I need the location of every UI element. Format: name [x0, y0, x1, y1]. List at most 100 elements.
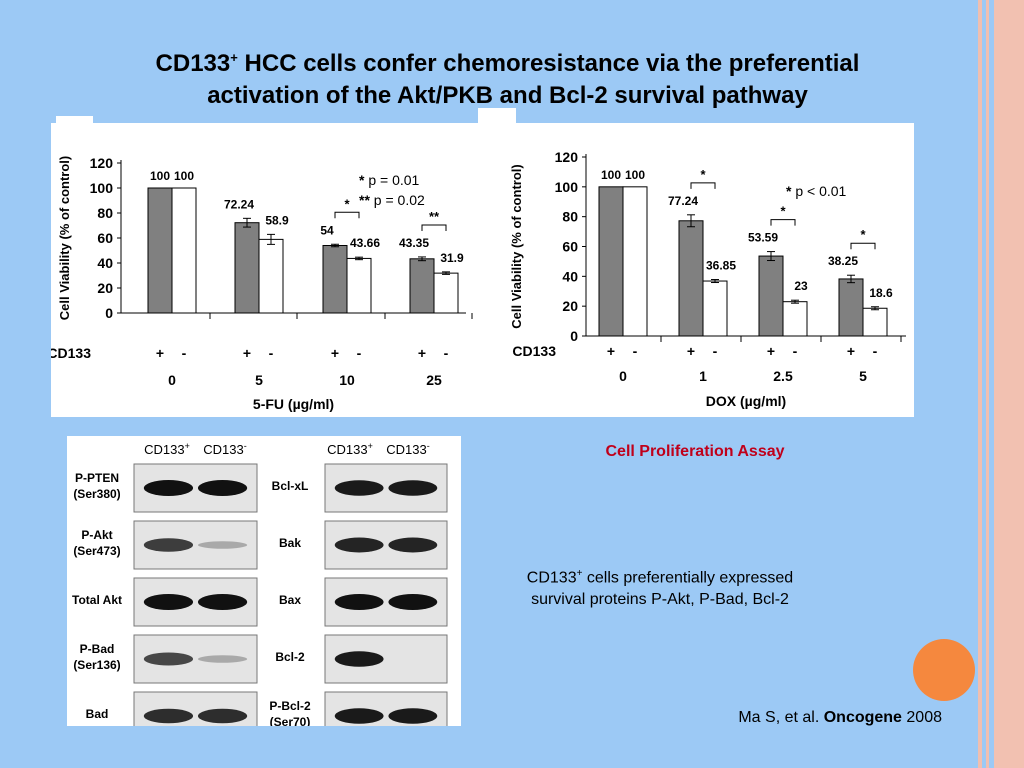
blot-label-sub: (Ser380): [73, 487, 120, 501]
y-tick-label: 100: [90, 180, 114, 196]
blot-band: [197, 655, 248, 663]
data-label: 100: [174, 169, 194, 183]
blot-band: [334, 651, 384, 667]
data-label: 38.25: [828, 254, 858, 268]
y-axis-label: Cell Viability (% of control): [509, 164, 524, 328]
data-label: 100: [150, 169, 170, 183]
significance-bracket: [850, 242, 876, 250]
p-value-note: ** p = 0.02: [359, 192, 425, 208]
bar-plus: [234, 222, 260, 314]
category-label: 1: [699, 368, 707, 384]
category-label: 2.5: [773, 368, 793, 384]
blot-band: [143, 708, 194, 724]
note-sup: +: [576, 568, 583, 579]
cd133-sign: -: [182, 345, 187, 361]
bar-minus: [702, 280, 728, 337]
note-part2: cells preferentially expressed: [582, 569, 794, 587]
data-label: 23: [794, 279, 808, 293]
cd133-sign: -: [793, 343, 798, 359]
y-tick-label: 0: [105, 305, 113, 321]
title-sup: +: [230, 50, 238, 65]
data-label: 58.9: [265, 213, 289, 227]
cd133-sign: +: [607, 343, 615, 359]
cd133-sign: +: [156, 345, 164, 361]
title-part2: HCC cells confer chemoresistance via the…: [237, 50, 860, 77]
cd133-sign: +: [767, 343, 775, 359]
blot-label: Bcl-2: [275, 650, 305, 664]
blot-label: P-Bad: [80, 642, 115, 656]
blot-band: [334, 708, 384, 724]
bar-minus: [171, 187, 197, 314]
category-label: 0: [619, 368, 627, 384]
assay-label: Cell Proliferation Assay: [605, 443, 785, 460]
blot-band: [388, 708, 438, 724]
blot-label-sub: (Ser70): [270, 715, 311, 726]
row-label: CD133: [51, 345, 91, 361]
bar-minus: [862, 307, 888, 337]
blot-label: Total Akt: [72, 593, 122, 607]
bar-plus: [758, 255, 784, 337]
cd133-sign: -: [357, 345, 362, 361]
blot-band: [197, 708, 248, 724]
citation: Ma S, et al. Oncogene 2008: [600, 709, 942, 727]
blot-column-header: CD133+: [144, 441, 190, 457]
bar-plus: [838, 278, 864, 337]
cd133-sign: -: [633, 343, 638, 359]
blot-label: Bax: [279, 593, 301, 607]
cd133-sign: +: [687, 343, 695, 359]
title-line2: activation of the Akt/PKB and Bcl-2 surv…: [207, 82, 808, 109]
x-axis-label: DOX (µg/ml): [706, 393, 786, 409]
y-tick-label: 60: [562, 239, 578, 255]
blot-band: [197, 594, 248, 610]
y-tick-label: 20: [562, 298, 578, 314]
y-tick-label: 40: [97, 255, 113, 271]
data-label: 100: [625, 168, 645, 182]
x-axis-label: 5-FU (µg/ml): [253, 396, 334, 412]
category-label: 5: [859, 368, 867, 384]
blot-band: [388, 480, 438, 496]
data-label: 36.85: [706, 259, 736, 273]
significance-bracket: [334, 211, 360, 219]
blot-band: [334, 537, 384, 553]
panel-tab-left: [56, 116, 93, 124]
blot-band: [197, 480, 248, 496]
cd133-sign: -: [269, 345, 274, 361]
data-label: 18.6: [869, 286, 893, 300]
cite-year: 2008: [901, 709, 942, 726]
blot-label: Bcl-xL: [272, 479, 309, 493]
significance-bracket: [421, 224, 447, 231]
western-blot-panel: CD133+ CD133- CD133+ CD133- P-PTEN (Ser380) P-…: [67, 436, 461, 741]
blot-column-header: CD133-: [203, 441, 246, 457]
panel-tab-right: [478, 108, 516, 124]
blot-label: P-PTEN: [75, 471, 119, 485]
y-tick-label: 40: [562, 268, 578, 284]
y-tick-label: 60: [97, 230, 113, 246]
bar-minus: [622, 186, 648, 337]
western-blot: CD133+ CD133- CD133+ CD133- P-PTEN (Ser380) P-…: [72, 441, 448, 741]
chart-2: 020406080100120100+100-077.24+36.85-153.…: [509, 149, 906, 409]
significance-mark: *: [780, 204, 786, 219]
summary-note: CD133+ cells preferentially expressed su…: [470, 563, 850, 611]
decor-stripe-2: [986, 0, 989, 768]
blot-band: [143, 652, 194, 666]
cd133-sign: +: [243, 345, 251, 361]
blot-label: P-Bcl-2: [269, 699, 311, 713]
y-tick-label: 80: [97, 205, 113, 221]
bar-plus: [678, 220, 704, 337]
blot-band: [334, 480, 384, 496]
blot-band: [143, 480, 194, 496]
cd133-sign: -: [873, 343, 878, 359]
data-label: 53.59: [748, 231, 778, 245]
significance-mark: *: [860, 227, 866, 242]
cd133-sign: +: [418, 345, 426, 361]
chart-1: 020406080100120100+100-072.24+58.9-554+4…: [51, 155, 473, 412]
bar-plus: [598, 186, 624, 337]
decor-stripe-1: [978, 0, 982, 768]
blot-band: [197, 541, 248, 549]
bar-minus: [782, 301, 808, 337]
accent-circle: [913, 639, 975, 701]
slide-title: CD133+ HCC cells confer chemoresistance …: [60, 42, 955, 112]
y-axis-label: Cell Viability (% of control): [57, 156, 72, 320]
y-tick-label: 100: [555, 179, 579, 195]
p-value-note: * p < 0.01: [786, 183, 847, 199]
